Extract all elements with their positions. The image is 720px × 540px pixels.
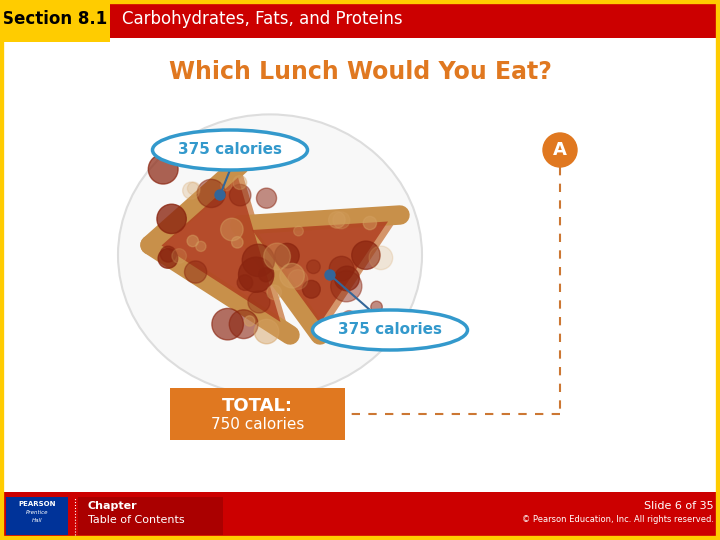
Text: PEARSON: PEARSON	[18, 501, 55, 507]
Circle shape	[161, 246, 176, 262]
Circle shape	[325, 270, 335, 280]
Circle shape	[330, 271, 362, 302]
Circle shape	[220, 218, 243, 241]
Circle shape	[157, 204, 186, 234]
Circle shape	[187, 182, 200, 195]
Text: TOTAL:: TOTAL:	[222, 397, 293, 415]
Circle shape	[256, 188, 276, 208]
Circle shape	[307, 260, 320, 274]
Circle shape	[148, 154, 178, 184]
Circle shape	[329, 256, 354, 281]
Bar	[78, 497, 223, 535]
Text: Section 8.1: Section 8.1	[2, 10, 107, 28]
Circle shape	[341, 310, 357, 326]
Circle shape	[230, 184, 251, 206]
Text: 375 calories: 375 calories	[338, 322, 442, 338]
Circle shape	[158, 248, 178, 268]
Circle shape	[328, 212, 345, 228]
Polygon shape	[240, 215, 400, 335]
Circle shape	[258, 268, 273, 282]
Bar	[6, 497, 68, 535]
Circle shape	[212, 308, 243, 340]
Circle shape	[254, 319, 279, 344]
Circle shape	[187, 235, 199, 247]
Circle shape	[197, 179, 225, 207]
Circle shape	[220, 180, 232, 191]
Text: Prentice: Prentice	[26, 510, 48, 516]
Circle shape	[244, 316, 255, 326]
Bar	[0, 0, 110, 42]
Circle shape	[267, 285, 282, 300]
Circle shape	[248, 291, 270, 313]
Circle shape	[288, 269, 307, 289]
Text: Hall: Hall	[32, 518, 42, 523]
Ellipse shape	[153, 130, 307, 170]
Circle shape	[184, 261, 207, 283]
Text: 375 calories: 375 calories	[178, 143, 282, 158]
Polygon shape	[252, 221, 388, 323]
Circle shape	[543, 133, 577, 167]
Text: Chapter: Chapter	[88, 501, 138, 511]
Polygon shape	[161, 178, 281, 322]
Circle shape	[238, 257, 274, 292]
Circle shape	[294, 226, 303, 236]
Text: © Pearson Education, Inc. All rights reserved.: © Pearson Education, Inc. All rights res…	[522, 516, 714, 524]
Circle shape	[196, 241, 206, 252]
Text: Slide 6 of 35: Slide 6 of 35	[644, 501, 714, 511]
Circle shape	[183, 182, 199, 199]
Circle shape	[280, 264, 305, 288]
Circle shape	[275, 244, 300, 268]
Bar	[170, 388, 345, 440]
Circle shape	[264, 243, 290, 270]
Text: Table of Contents: Table of Contents	[88, 515, 184, 525]
Circle shape	[172, 248, 186, 264]
Circle shape	[302, 280, 320, 298]
Circle shape	[229, 310, 258, 339]
Circle shape	[333, 212, 350, 229]
Circle shape	[363, 217, 377, 230]
Circle shape	[335, 266, 359, 291]
Bar	[0, 492, 720, 540]
Text: Carbohydrates, Fats, and Proteins: Carbohydrates, Fats, and Proteins	[122, 10, 402, 28]
Bar	[0, 0, 720, 38]
Circle shape	[237, 275, 253, 291]
Circle shape	[242, 244, 274, 276]
Ellipse shape	[118, 114, 422, 396]
Circle shape	[369, 246, 392, 269]
Text: 750 calories: 750 calories	[211, 417, 304, 432]
Ellipse shape	[312, 310, 467, 350]
Circle shape	[232, 237, 243, 248]
Text: A: A	[553, 141, 567, 159]
Circle shape	[352, 241, 380, 269]
Text: Which Lunch Would You Eat?: Which Lunch Would You Eat?	[168, 60, 552, 84]
Circle shape	[215, 190, 225, 200]
Polygon shape	[150, 165, 290, 335]
Circle shape	[371, 301, 382, 313]
Circle shape	[233, 176, 247, 190]
